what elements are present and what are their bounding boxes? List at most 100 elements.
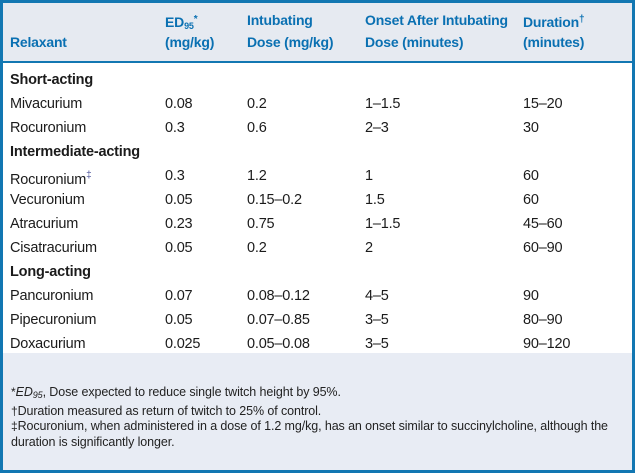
group-label: Intermediate-acting [10,144,140,160]
cell-duration: 60–90 [523,240,563,256]
table-row: Mivacurium 0.08 0.2 1–1.5 15–20 [10,92,632,116]
col-header-duration-label: Duration† [523,9,632,31]
dagger-marker: † [578,14,585,25]
footnote-ed95: *ED95, Dose expected to reduce single tw… [11,385,612,404]
group-row-short-acting: Short-acting [10,68,632,92]
relaxant-name: Pancuronium [10,288,94,304]
col-header-intubating-dose: Intubating Dose (mg/kg) [247,9,365,61]
footnotes-panel: *ED95, Dose expected to reduce single tw… [3,353,632,470]
dagger-marker: † [11,403,18,418]
cell-relaxant: Cisatracurium [10,236,165,260]
cell-duration: 90 [523,288,539,304]
cell-duration: 80–90 [523,312,563,328]
cell-dose: 0.2 [247,96,267,112]
cell-relaxant: Mivacurium [10,92,165,116]
cell-duration: 90–120 [523,336,571,352]
double-dagger-marker: ‡ [11,419,18,433]
cell-onset: 2–3 [365,120,389,136]
footnote-duration: †Duration measured as return of twitch t… [11,404,612,420]
cell-ed95: 0.05 [165,192,193,208]
asterisk-marker: * [193,14,198,25]
footnote-rocuronium: ‡Rocuronium, when administered in a dose… [11,419,612,450]
table-row: Doxacurium 0.025 0.05–0.08 3–5 90–120 [10,332,632,356]
cell-ed95: 0.05 [165,240,193,256]
cell-onset: 1–1.5 [365,216,401,232]
cell-dose: 0.08–0.12 [247,288,310,304]
col-header-relaxant: Relaxant [10,9,165,61]
cell-dose: 0.75 [247,216,275,232]
cell-onset: 3–5 [365,312,389,328]
cell-duration: 45–60 [523,216,563,232]
ed95-subscript: 95 [184,21,194,31]
cell-ed95: 0.025 [165,336,201,352]
cell-dose: 0.6 [247,120,267,136]
table-row: Rocuronium‡ 0.3 1.2 1 60 [10,164,632,188]
cell-onset: 2 [365,240,373,256]
col-header-spacer [10,9,165,31]
col-header-intubating-line1: Intubating [247,12,313,28]
table-body: Short-acting Mivacurium 0.08 0.2 1–1.5 1… [3,63,632,356]
cell-ed95: 0.23 [165,216,193,232]
cell-relaxant: Rocuronium‡ [10,164,165,192]
col-header-intubating-line2: Dose (mg/kg) [247,34,334,50]
cell-ed95: 0.3 [165,168,185,184]
ed95-term: ED95 [15,385,43,400]
col-header-ed95-label: ED95* [165,9,247,31]
relaxant-name: Mivacurium [10,96,83,112]
cell-duration: 30 [523,120,539,136]
cell-ed95: 0.3 [165,120,185,136]
relaxant-name: Pipecuronium [10,312,97,328]
cell-relaxant: Vecuronium [10,188,165,212]
footnote-duration-text: Duration measured as return of twitch to… [17,403,322,418]
cell-onset: 1–1.5 [365,96,401,112]
ed95-term-base: ED [15,385,33,399]
ed95-base: ED [165,14,185,30]
cell-relaxant: Atracurium [10,212,165,236]
col-header-duration-unit: (minutes) [523,34,585,50]
relaxant-name: Vecuronium [10,192,85,208]
col-header-duration: Duration† (minutes) [523,9,632,61]
group-row-intermediate-acting: Intermediate-acting [10,140,632,164]
cell-dose: 0.2 [247,240,267,256]
asterisk-marker: * [11,385,16,399]
ed95-term-subscript: 95 [32,390,43,400]
table-header: Relaxant ED95* (mg/kg) Intubating Dose (… [3,3,632,63]
col-header-relaxant-label: Relaxant [10,34,67,50]
col-header-ed95-unit: (mg/kg) [165,34,215,50]
table-row: Cisatracurium 0.05 0.2 2 60–90 [10,236,632,260]
cell-duration: 60 [523,192,539,208]
table-row: Pancuronium 0.07 0.08–0.12 4–5 90 [10,284,632,308]
cell-relaxant: Pipecuronium [10,308,165,332]
col-header-onset-line2: Dose (minutes) [365,34,464,50]
cell-onset: 3–5 [365,336,389,352]
duration-base: Duration [523,14,579,30]
cell-onset: 1 [365,168,373,184]
cell-ed95: 0.08 [165,96,193,112]
table-row: Pipecuronium 0.05 0.07–0.85 3–5 80–90 [10,308,632,332]
table-row: Rocuronium 0.3 0.6 2–3 30 [10,116,632,140]
relaxant-name: Rocuronium [10,172,87,188]
cell-relaxant: Pancuronium [10,284,165,308]
cell-ed95: 0.05 [165,312,193,328]
cell-dose: 0.07–0.85 [247,312,310,328]
relaxant-name: Atracurium [10,216,79,232]
group-row-long-acting: Long-acting [10,260,632,284]
relaxant-name: Cisatracurium [10,240,97,256]
relaxant-name: Rocuronium [10,120,87,136]
col-header-onset-line1: Onset After Intubating [365,12,508,28]
cell-dose: 0.15–0.2 [247,192,302,208]
cell-onset: 1.5 [365,192,385,208]
group-label: Short-acting [10,72,93,88]
table-row: Atracurium 0.23 0.75 1–1.5 45–60 [10,212,632,236]
col-header-ed95: ED95* (mg/kg) [165,9,247,61]
col-header-onset: Onset After Intubating Dose (minutes) [365,9,523,61]
footnote-rocuronium-text: Rocuronium, when administered in a dose … [11,419,608,449]
relaxant-name: Doxacurium [10,336,86,352]
cell-onset: 4–5 [365,288,389,304]
cell-relaxant: Doxacurium [10,332,165,356]
cell-duration: 15–20 [523,96,563,112]
cell-relaxant: Rocuronium [10,116,165,140]
cell-dose: 1.2 [247,168,267,184]
footnote-ed95-text: , Dose expected to reduce single twitch … [42,385,341,399]
